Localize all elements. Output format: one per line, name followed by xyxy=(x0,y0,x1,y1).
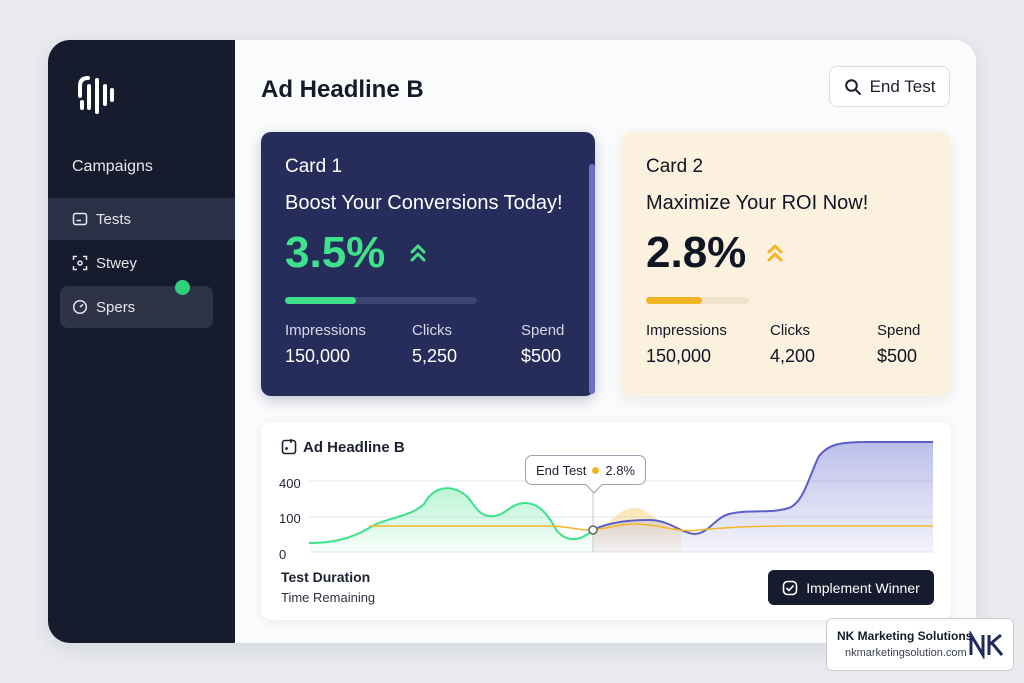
card-headline: Boost Your Conversions Today! xyxy=(285,192,563,214)
chevron-up-icon xyxy=(410,244,426,262)
notification-dot xyxy=(175,280,190,295)
sidebar-item-label: Tests xyxy=(96,210,132,228)
impressions-value: 150,000 xyxy=(285,346,351,366)
sidebar-item-tests[interactable]: Tests xyxy=(48,198,235,240)
variant-card-1[interactable]: Card 1 Boost Your Conversions Today! 3.5… xyxy=(261,132,595,396)
gauge-icon xyxy=(72,299,88,315)
progress-bar xyxy=(285,297,477,304)
progress-fill xyxy=(646,297,702,304)
chevron-up-icon xyxy=(767,244,783,262)
tooltip-dot xyxy=(592,466,600,474)
sidebar: Campaigns Tests Stwey Spers xyxy=(48,40,235,643)
impressions-label: Impressions xyxy=(646,322,727,339)
tooltip-label: End Test xyxy=(536,462,587,478)
progress-bar xyxy=(646,297,749,304)
y-tick-label: 0 xyxy=(279,547,287,562)
main-panel: Ad Headline B End Test Card 1 Boost Your… xyxy=(235,40,976,643)
clicks-label: Clicks xyxy=(770,322,810,339)
progress-fill xyxy=(285,297,357,304)
implement-winner-button[interactable]: Implement Winner xyxy=(768,570,934,605)
chart-tooltip: End Test 2.8% xyxy=(525,455,646,494)
time-remaining-label: Time Remaining xyxy=(281,590,376,605)
card-label: Card 1 xyxy=(285,156,343,177)
hover-point[interactable] xyxy=(588,525,598,535)
sidebar-item-label: Spers xyxy=(96,298,136,316)
end-test-button[interactable]: End Test xyxy=(829,66,950,107)
implement-winner-label: Implement Winner xyxy=(806,579,920,596)
impressions-label: Impressions xyxy=(285,322,366,339)
impressions-value: 150,000 xyxy=(646,346,712,366)
sidebar-item-spers[interactable]: Spers xyxy=(60,286,213,328)
app-logo-icon xyxy=(78,76,114,114)
spend-value: $500 xyxy=(521,346,562,366)
search-icon xyxy=(844,78,861,95)
app-window: Campaigns Tests Stwey Spers Ad Headline … xyxy=(48,40,976,643)
sidebar-item-label: Stwey xyxy=(96,254,137,272)
indigo-series-line xyxy=(592,441,933,536)
spend-value: $500 xyxy=(877,346,918,366)
sidebar-item-stwey[interactable]: Stwey xyxy=(48,242,235,284)
end-test-label: End Test xyxy=(869,76,936,96)
page-title: Ad Headline B xyxy=(261,76,424,103)
watermark-company: NK Marketing Solutions xyxy=(837,629,973,643)
card-headline: Maximize Your ROI Now! xyxy=(646,192,869,214)
y-tick-label: 400 xyxy=(279,476,301,491)
performance-chart-card: Ad Headline B 400 100 0 xyxy=(261,422,951,620)
variant-card-2[interactable]: Card 2 Maximize Your ROI Now! 2.8% Impre… xyxy=(622,132,950,396)
card-icon xyxy=(72,211,88,227)
scan-icon xyxy=(72,255,88,271)
tooltip-value: 2.8% xyxy=(605,462,635,478)
nk-logo-icon xyxy=(969,631,1004,659)
conversion-rate: 3.5% xyxy=(285,228,386,277)
amber-baseline-line xyxy=(369,523,933,532)
performance-chart[interactable] xyxy=(309,436,933,566)
spend-label: Spend xyxy=(521,322,565,339)
test-duration-title: Test Duration xyxy=(281,569,371,585)
edit-square-icon xyxy=(281,439,297,455)
card-scrollbar[interactable] xyxy=(589,164,595,394)
y-tick-label: 100 xyxy=(279,511,301,526)
clicks-value: 5,250 xyxy=(412,346,458,366)
brand-watermark: NK Marketing Solutions nkmarketingsoluti… xyxy=(826,618,1014,671)
sidebar-heading-campaigns[interactable]: Campaigns xyxy=(72,158,153,175)
conversion-rate: 2.8% xyxy=(646,228,747,277)
watermark-url: nkmarketingsolution.com xyxy=(845,647,967,659)
indigo-series-area xyxy=(593,442,933,552)
clicks-value: 4,200 xyxy=(770,346,816,366)
chart-title: Ad Headline B xyxy=(303,439,405,456)
spend-label: Spend xyxy=(877,322,921,339)
card-label: Card 2 xyxy=(646,156,704,177)
clicks-label: Clicks xyxy=(412,322,452,339)
badge-check-icon xyxy=(782,580,798,595)
